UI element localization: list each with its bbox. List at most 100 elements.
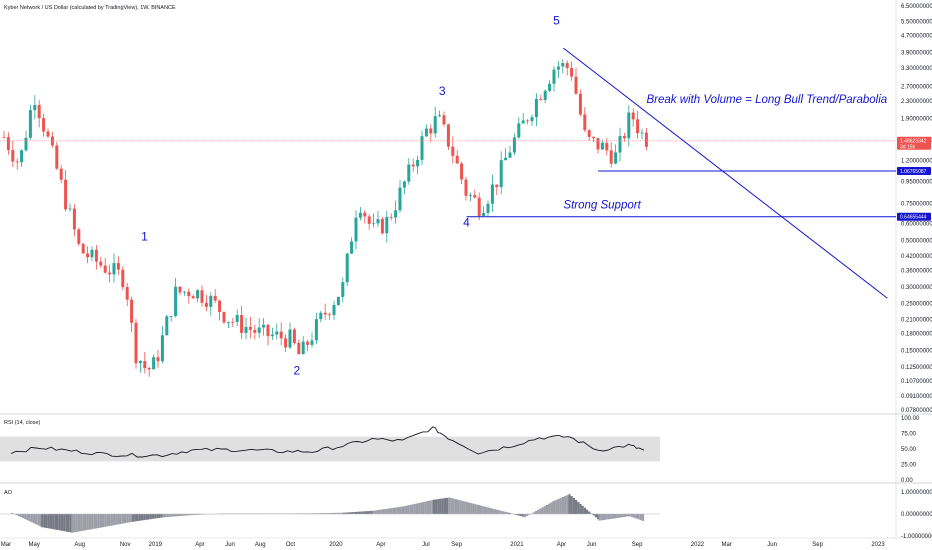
ao-bar (579, 503, 582, 514)
candle-body (464, 179, 468, 196)
ao-bar (43, 514, 46, 528)
ao-bar (156, 514, 159, 519)
ao-bar (583, 507, 586, 514)
ao-bar (495, 509, 499, 514)
candle-body (94, 249, 98, 262)
ao-bar (71, 514, 74, 533)
ao-bar (491, 508, 494, 514)
candle-body (486, 203, 490, 213)
ao-bar (21, 514, 25, 519)
ao-bar (630, 514, 634, 517)
candle-body (530, 117, 534, 122)
price-tick-label: 0.07800000 (901, 408, 932, 414)
candle-body (354, 217, 358, 242)
time-tick-label: Mar (1, 542, 11, 548)
ao-tick-label: 0.00000000 (901, 512, 932, 518)
candle-body (20, 150, 24, 163)
chart-title: Kyber Network / US Dollar (calculated by… (4, 5, 176, 11)
ao-bar (86, 514, 89, 530)
ao-bar (459, 500, 462, 514)
annotation-layer: 1 2 3 4 5 Break with Volume = Long Bull Trend… (0, 14, 896, 378)
ao-bar (280, 513, 283, 514)
ao-bar (77, 514, 81, 532)
ao-bar (508, 512, 511, 514)
ao-bar (356, 511, 359, 514)
wave-label: 3 (439, 84, 446, 98)
ao-bar (517, 514, 520, 516)
ao-bar (26, 514, 29, 521)
candle-body (592, 136, 596, 139)
candle-body (548, 83, 552, 91)
candle-body (341, 282, 345, 297)
time-tick-label: Aug (255, 542, 266, 548)
candle-body (68, 208, 72, 210)
candle-body (262, 324, 266, 328)
candle-body (644, 132, 648, 147)
ao-bar (304, 513, 307, 514)
ao-bar (409, 504, 412, 514)
ao-bar (407, 505, 410, 514)
ao-bar (418, 502, 421, 514)
ao-bar (123, 514, 127, 524)
ao-bar (387, 508, 391, 514)
candle-body (380, 219, 384, 234)
price-badge (897, 136, 931, 150)
ao-bar (392, 507, 395, 514)
ao-bar (65, 514, 68, 532)
ao-bar (328, 513, 331, 514)
ao-bar (394, 507, 397, 514)
candle-body (196, 290, 200, 299)
ao-bar (439, 498, 442, 514)
candle-body (499, 160, 503, 188)
ao-bar (67, 514, 70, 533)
ao-pane-label: AO (4, 490, 13, 496)
ao-bar (140, 514, 144, 521)
ao-bar (519, 514, 522, 517)
candle-body (279, 331, 283, 339)
price-axis[interactable]: 6.50000000 5.50000000 4.70000000 3.90000000… (897, 4, 932, 414)
time-tick-label: Apr (557, 542, 566, 548)
ao-bar (523, 514, 527, 518)
candle-body (11, 150, 15, 162)
price-tick-label: 0.36000000 (901, 268, 932, 274)
candle-body (429, 128, 433, 134)
ao-bar (441, 498, 444, 514)
candle-body (310, 340, 314, 345)
ao-bar (91, 514, 94, 530)
ao-bar (306, 513, 309, 514)
trendline[interactable] (563, 47, 888, 299)
time-tick-label: Jun (225, 542, 235, 548)
time-tick-label: Mar (721, 542, 731, 548)
ao-tick-label: -1.00000000 (901, 534, 932, 540)
ao-bar (431, 500, 434, 514)
ao-bar (319, 513, 322, 514)
price-tick-label: 2.70000000 (901, 84, 932, 90)
ao-bar (19, 514, 22, 518)
candle-body (600, 142, 604, 150)
ao-bar (41, 514, 44, 528)
ao-bar (422, 501, 425, 514)
ao-bar (54, 514, 57, 530)
ao-bar (168, 514, 172, 517)
ao-bar (126, 514, 129, 523)
candle-body (345, 253, 349, 283)
candle-body (570, 67, 574, 77)
ao-bar (557, 498, 560, 514)
ao-bar (321, 513, 324, 514)
ao-bar (426, 501, 430, 514)
price-tick-label: 0.75000000 (901, 201, 932, 207)
candle-body (284, 338, 288, 348)
ao-bar (504, 511, 507, 514)
candle-body (64, 179, 68, 210)
ao-bar (607, 514, 610, 520)
time-tick-label: Sep (812, 542, 823, 548)
time-axis[interactable]: Mar May Aug Nov 2019 Apr Jun Aug Oct 2020 Apr Jul Se… (1, 542, 886, 548)
candle-body (37, 104, 41, 119)
ao-bar (39, 514, 42, 527)
ao-bar (596, 514, 600, 520)
ao-bar (415, 503, 419, 514)
ao-bar (200, 514, 203, 515)
candle-body (235, 315, 239, 323)
time-tick-label: Apr (195, 542, 204, 548)
